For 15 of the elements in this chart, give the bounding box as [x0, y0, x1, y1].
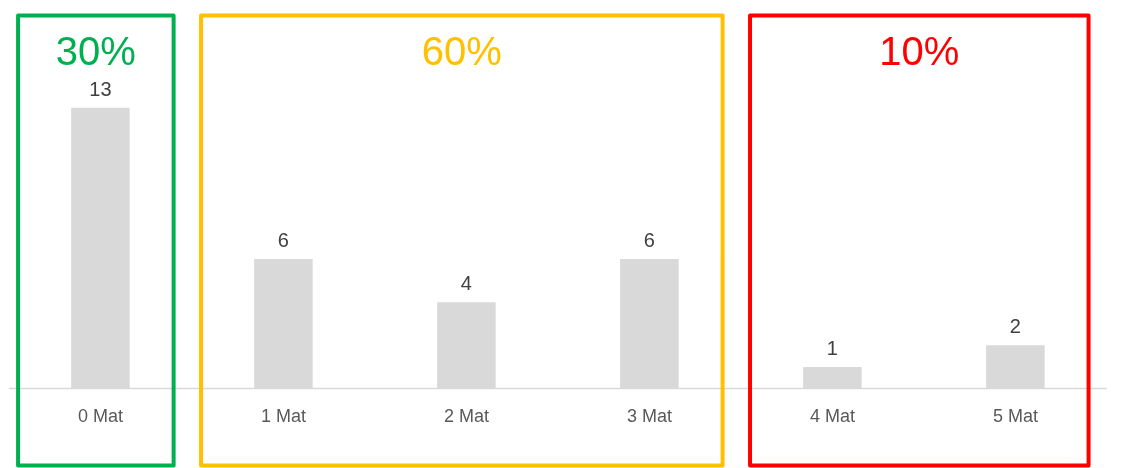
data-label: 13 — [89, 77, 112, 100]
text: 30% — [55, 29, 136, 74]
x-tick-label: 2 Mat — [443, 405, 489, 426]
text: 60% — [421, 29, 502, 74]
data-label: 4 — [460, 272, 472, 295]
data-label: 2 — [1009, 315, 1021, 338]
data-label: 1 — [826, 337, 838, 360]
x-tick-label: 5 Mat — [992, 405, 1038, 426]
data-label: 6 — [277, 229, 289, 252]
x-tick-label: 0 Mat — [77, 405, 123, 426]
x-tick-label: 3 Mat — [626, 405, 672, 426]
x-tick-label: 1 Mat — [260, 405, 306, 426]
data-label: 6 — [643, 229, 655, 252]
x-tick-label: 4 Mat — [809, 405, 855, 426]
text: 10% — [879, 29, 960, 74]
